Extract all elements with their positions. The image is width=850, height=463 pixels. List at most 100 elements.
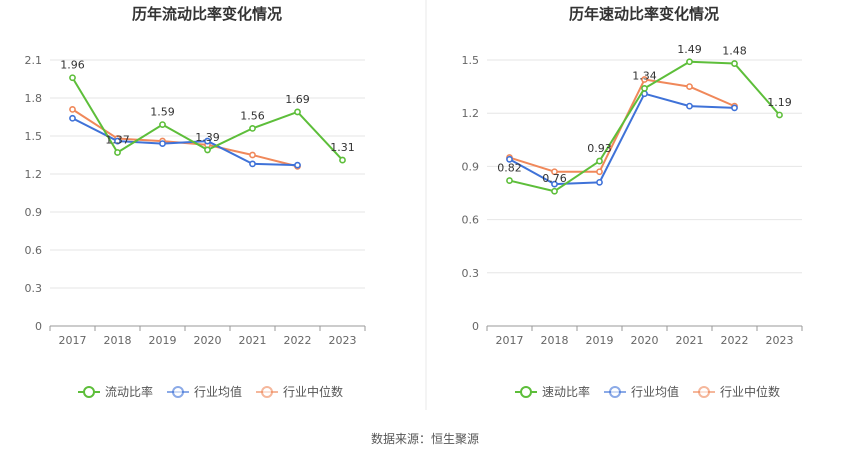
data-point bbox=[69, 106, 76, 113]
data-point bbox=[686, 102, 693, 110]
x-tick-label: 2017 bbox=[59, 334, 87, 347]
legend-item-1[interactable]: 行业均值 bbox=[167, 384, 242, 399]
y-tick-label: 0.6 bbox=[462, 214, 480, 227]
data-point bbox=[551, 187, 558, 195]
data-point bbox=[114, 149, 121, 156]
data-point bbox=[159, 140, 166, 147]
x-tick-label: 2019 bbox=[149, 334, 177, 347]
y-tick-label: 0.9 bbox=[462, 160, 480, 173]
series-line-1 bbox=[72, 117, 298, 167]
legend-item-2[interactable]: 行业中位数 bbox=[256, 384, 343, 399]
data-point bbox=[249, 151, 256, 159]
x-tick-label: 2020 bbox=[194, 334, 222, 347]
data-point bbox=[641, 76, 648, 83]
y-tick-label: 0 bbox=[472, 320, 479, 333]
y-tick-label: 1.2 bbox=[25, 168, 43, 181]
y-tick-label: 0.3 bbox=[462, 267, 480, 280]
x-tick-label: 2020 bbox=[631, 334, 659, 347]
legend-label: 行业均值 bbox=[631, 384, 679, 399]
data-label: 1.49 bbox=[677, 43, 702, 56]
legend-label: 行业中位数 bbox=[283, 384, 343, 399]
legend-item-0[interactable]: 流动比率 bbox=[78, 384, 153, 399]
data-point bbox=[249, 160, 256, 168]
data-point bbox=[294, 161, 301, 169]
data-label: 0.82 bbox=[497, 162, 522, 175]
legend-label: 行业均值 bbox=[194, 384, 242, 399]
legend-label: 流动比率 bbox=[105, 384, 153, 399]
data-label: 1.48 bbox=[722, 45, 747, 58]
data-label: 0.93 bbox=[587, 142, 612, 155]
chart-quick: 历年速动比率变化情况 0 0.3 0.6 0.9 1.2 1.5 2017 2018 2019 20… bbox=[462, 5, 803, 399]
data-point bbox=[506, 155, 513, 163]
data-point bbox=[596, 168, 603, 176]
x-tick-label: 2018 bbox=[541, 334, 569, 347]
x-tick-label: 2022 bbox=[721, 334, 749, 347]
legend-swatch-marker bbox=[261, 386, 273, 398]
x-tick-label: 2017 bbox=[496, 334, 524, 347]
legend-item-0[interactable]: 速动比率 bbox=[515, 384, 590, 399]
x-tick-label: 2018 bbox=[104, 334, 132, 347]
data-point bbox=[204, 137, 211, 145]
data-label: 1.34 bbox=[632, 69, 657, 82]
data-label: 1.56 bbox=[240, 109, 265, 122]
data-label: 1.69 bbox=[285, 93, 310, 106]
legend-swatch-marker bbox=[609, 386, 621, 398]
data-point bbox=[731, 60, 738, 67]
data-point bbox=[294, 108, 301, 116]
y-tick-label: 0 bbox=[35, 320, 42, 333]
data-label: 1.59 bbox=[150, 106, 175, 119]
data-point bbox=[249, 124, 256, 132]
legend-label: 行业中位数 bbox=[720, 384, 780, 399]
data-point bbox=[69, 114, 76, 122]
y-tick-label: 0.9 bbox=[25, 206, 43, 219]
data-label: 1.96 bbox=[60, 59, 85, 72]
x-tick-label: 2019 bbox=[586, 334, 614, 347]
chart-title: 历年流动比率变化情况 bbox=[132, 5, 282, 23]
data-point bbox=[731, 104, 738, 112]
data-point bbox=[506, 177, 513, 184]
data-point bbox=[596, 178, 603, 186]
legend-label: 速动比率 bbox=[542, 384, 590, 399]
data-label: 1.31 bbox=[330, 141, 355, 154]
y-tick-label: 1.2 bbox=[462, 107, 480, 120]
chart-current: 历年流动比率变化情况 0 0.3 0.6 0.9 1.2 1.5 1.8 2.1 2017 2018… bbox=[25, 5, 366, 399]
data-label: 0.76 bbox=[542, 172, 567, 185]
y-tick-label: 2.1 bbox=[25, 54, 43, 67]
data-point bbox=[159, 121, 166, 128]
data-point bbox=[596, 157, 603, 165]
data-point bbox=[204, 146, 211, 154]
y-tick-label: 1.5 bbox=[462, 54, 480, 67]
legend-swatch-marker bbox=[520, 386, 532, 398]
data-point bbox=[551, 168, 558, 176]
data-point bbox=[69, 74, 76, 82]
data-point bbox=[114, 137, 121, 145]
x-tick-label: 2021 bbox=[676, 334, 704, 347]
source-label: 数据来源：恒生聚源 bbox=[371, 431, 479, 446]
legend-swatch-marker bbox=[83, 386, 95, 398]
data-point bbox=[339, 156, 346, 164]
data-point bbox=[776, 111, 783, 119]
series-line-1 bbox=[509, 92, 735, 186]
chart-title: 历年速动比率变化情况 bbox=[569, 5, 719, 23]
y-tick-label: 0.6 bbox=[25, 244, 43, 257]
x-tick-label: 2022 bbox=[284, 334, 312, 347]
y-tick-label: 1.8 bbox=[25, 92, 43, 105]
y-tick-label: 1.5 bbox=[25, 130, 43, 143]
y-tick-label: 0.3 bbox=[25, 282, 43, 295]
legend-swatch-marker bbox=[698, 386, 710, 398]
data-point bbox=[686, 58, 693, 66]
data-point bbox=[686, 83, 693, 90]
data-point bbox=[551, 180, 558, 188]
legend-swatch-marker bbox=[172, 386, 184, 398]
data-label: 1.39 bbox=[195, 131, 220, 144]
x-tick-label: 2021 bbox=[239, 334, 267, 347]
legend-item-2[interactable]: 行业中位数 bbox=[693, 384, 780, 399]
data-label: 1.37 bbox=[105, 133, 130, 146]
legend-item-1[interactable]: 行业均值 bbox=[604, 384, 679, 399]
x-tick-label: 2023 bbox=[766, 334, 794, 347]
data-point bbox=[641, 84, 648, 92]
x-tick-label: 2023 bbox=[329, 334, 357, 347]
data-label: 1.19 bbox=[767, 96, 792, 109]
